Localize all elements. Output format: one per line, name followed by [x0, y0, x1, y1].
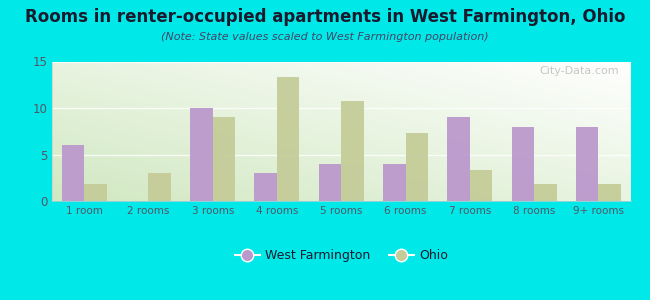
Bar: [255, 173, 277, 201]
Text: City-Data.com: City-Data.com: [540, 66, 619, 76]
Bar: [190, 108, 213, 201]
Bar: [576, 127, 599, 201]
Bar: [318, 164, 341, 201]
Bar: [84, 184, 107, 201]
Bar: [447, 117, 470, 201]
Text: Rooms in renter-occupied apartments in West Farmington, Ohio: Rooms in renter-occupied apartments in W…: [25, 8, 625, 26]
Bar: [383, 164, 406, 201]
Bar: [470, 170, 492, 201]
Bar: [148, 173, 171, 201]
Bar: [62, 145, 84, 201]
Bar: [213, 117, 235, 201]
Bar: [406, 133, 428, 201]
Bar: [341, 101, 364, 201]
Text: (Note: State values scaled to West Farmington population): (Note: State values scaled to West Farmi…: [161, 32, 489, 41]
Bar: [534, 184, 556, 201]
Bar: [599, 184, 621, 201]
Bar: [277, 77, 300, 201]
Legend: West Farmington, Ohio: West Farmington, Ohio: [230, 244, 452, 267]
Bar: [512, 127, 534, 201]
